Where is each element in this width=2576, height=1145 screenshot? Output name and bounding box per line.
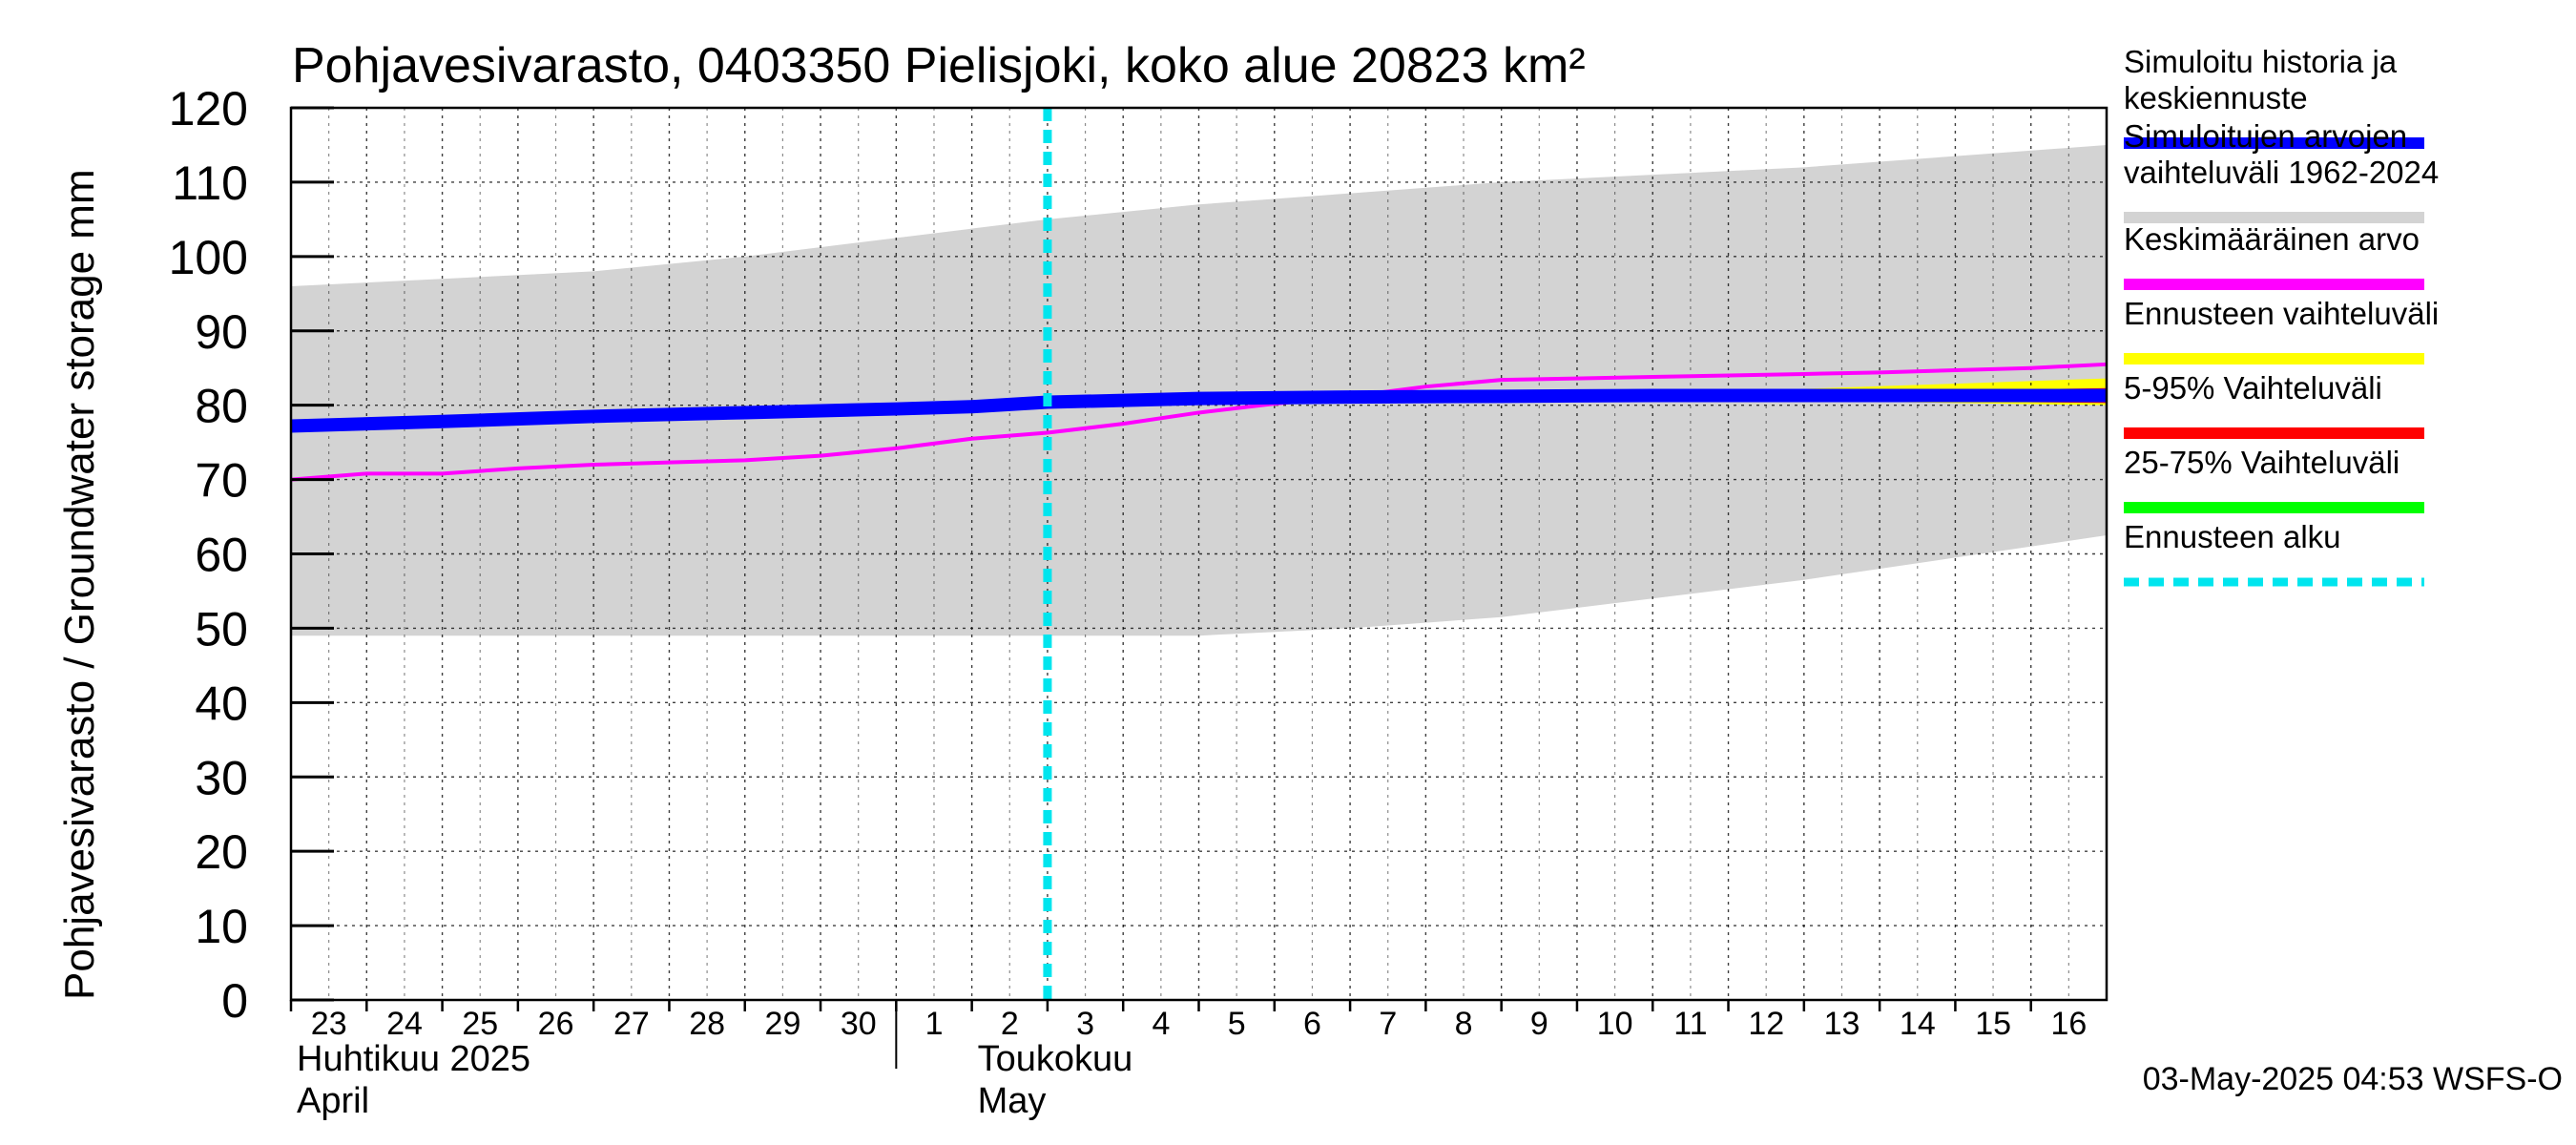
x-tick-label: 27 [613,1006,650,1042]
y-tick-label: 10 [195,900,248,953]
x-tick-label: 30 [841,1006,877,1042]
legend-label: Simuloitu historia ja [2124,44,2398,79]
legend: Simuloitu historia jakeskiennusteSimuloi… [2124,44,2439,587]
x-tick-label: 6 [1303,1006,1321,1042]
legend-label: Ennusteen alku [2124,519,2341,554]
legend-label: Simuloitujen arvojen [2124,118,2407,154]
line-layer [290,108,2108,1000]
y-tick-label: 70 [195,454,248,508]
x-tick-label: 28 [689,1006,725,1042]
x-tick-label: 4 [1152,1006,1170,1042]
x-tick-label: 14 [1900,1006,1936,1042]
x-tick-label: 23 [311,1006,347,1042]
x-tick-label: 26 [538,1006,574,1042]
y-tick-label: 120 [169,82,248,135]
month-label-en: April [297,1081,369,1121]
series-line-simuloitu-historia-ja-keskiennuste [290,388,2107,433]
legend-label: Keskimääräinen arvo [2124,221,2420,257]
legend-label: 25-75% Vaihteluväli [2124,445,2399,480]
x-tick-label: 15 [1975,1006,2011,1042]
x-tick-label: 25 [462,1006,498,1042]
y-tick-label: 80 [195,380,248,433]
legend-label: Ennusteen vaihteluväli [2124,296,2439,331]
legend-label: keskiennuste [2124,80,2308,115]
x-tick-label: 24 [386,1006,423,1042]
series-line-keskim-r-inen-arvo [290,362,2108,482]
month-label-fi: Toukokuu [978,1039,1133,1079]
y-tick-label: 40 [195,677,248,730]
x-tick-label: 16 [2050,1006,2087,1042]
x-tick-label: 3 [1076,1006,1094,1042]
month-label-en: May [978,1081,1047,1121]
x-tick-label: 10 [1597,1006,1633,1042]
x-tick-label: 7 [1379,1006,1397,1042]
y-tick-label: 50 [195,602,248,656]
y-tick-label: 60 [195,529,248,582]
y-tick-label: 90 [195,305,248,359]
x-tick-label: 12 [1748,1006,1784,1042]
y-axis-label: Pohjavesivarasto / Groundwater storage m… [56,169,103,1000]
x-tick-label: 9 [1530,1006,1548,1042]
x-tick-label: 1 [925,1006,944,1042]
legend-label: 5-95% Vaihteluväli [2124,370,2382,406]
month-label-fi: Huhtikuu 2025 [297,1039,530,1079]
grid-layer [291,108,2107,1000]
legend-label: vaihteluväli 1962-2024 [2124,155,2439,190]
x-tick-label: 8 [1455,1006,1473,1042]
y-tick-label: 30 [195,751,248,804]
y-tick-label: 0 [221,974,248,1028]
y-tick-label: 110 [172,156,248,210]
y-tick-label: 20 [195,825,248,879]
chart-title: Pohjavesivarasto, 0403350 Pielisjoki, ko… [292,38,1586,94]
footer-timestamp: 03-May-2025 04:53 WSFS-O [2143,1061,2563,1097]
x-tick-label: 2 [1001,1006,1019,1042]
x-tick-label: 29 [765,1006,801,1042]
y-tick-label: 100 [169,231,248,284]
x-tick-label: 5 [1228,1006,1246,1042]
x-tick-label: 11 [1673,1006,1707,1042]
x-tick-label: 13 [1824,1006,1860,1042]
